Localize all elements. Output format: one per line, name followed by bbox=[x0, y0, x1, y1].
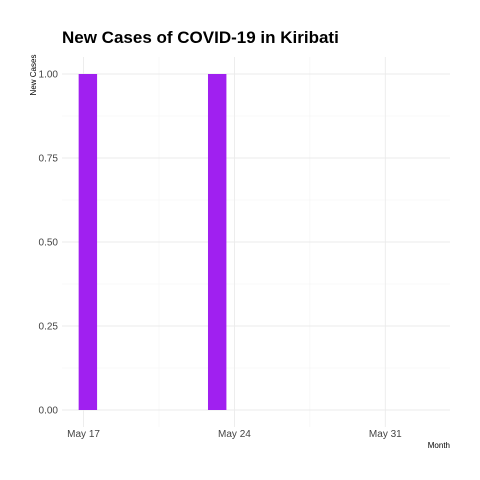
x-axis-ticks: May 17 May 24 May 31 bbox=[67, 429, 402, 440]
x-tick-label: May 24 bbox=[218, 429, 251, 440]
bar-2020-05-17 bbox=[79, 74, 97, 410]
y-tick-label: 0.00 bbox=[39, 406, 59, 417]
x-axis-label: Month bbox=[428, 441, 450, 450]
y-axis-label: New Cases bbox=[29, 55, 38, 96]
bar-2020-05-23 bbox=[208, 74, 226, 410]
chart-title: New Cases of COVID-19 in Kiribati bbox=[62, 28, 339, 47]
y-tick-label: 0.25 bbox=[39, 322, 59, 333]
x-tick-label: May 17 bbox=[67, 429, 100, 440]
grid bbox=[62, 57, 450, 427]
y-tick-label: 1.00 bbox=[39, 70, 59, 81]
x-tick-label: May 31 bbox=[369, 429, 402, 440]
y-axis-ticks: 0.00 0.25 0.50 0.75 1.00 bbox=[39, 70, 59, 417]
y-tick-label: 0.75 bbox=[39, 154, 59, 165]
y-tick-label: 0.50 bbox=[39, 238, 59, 249]
